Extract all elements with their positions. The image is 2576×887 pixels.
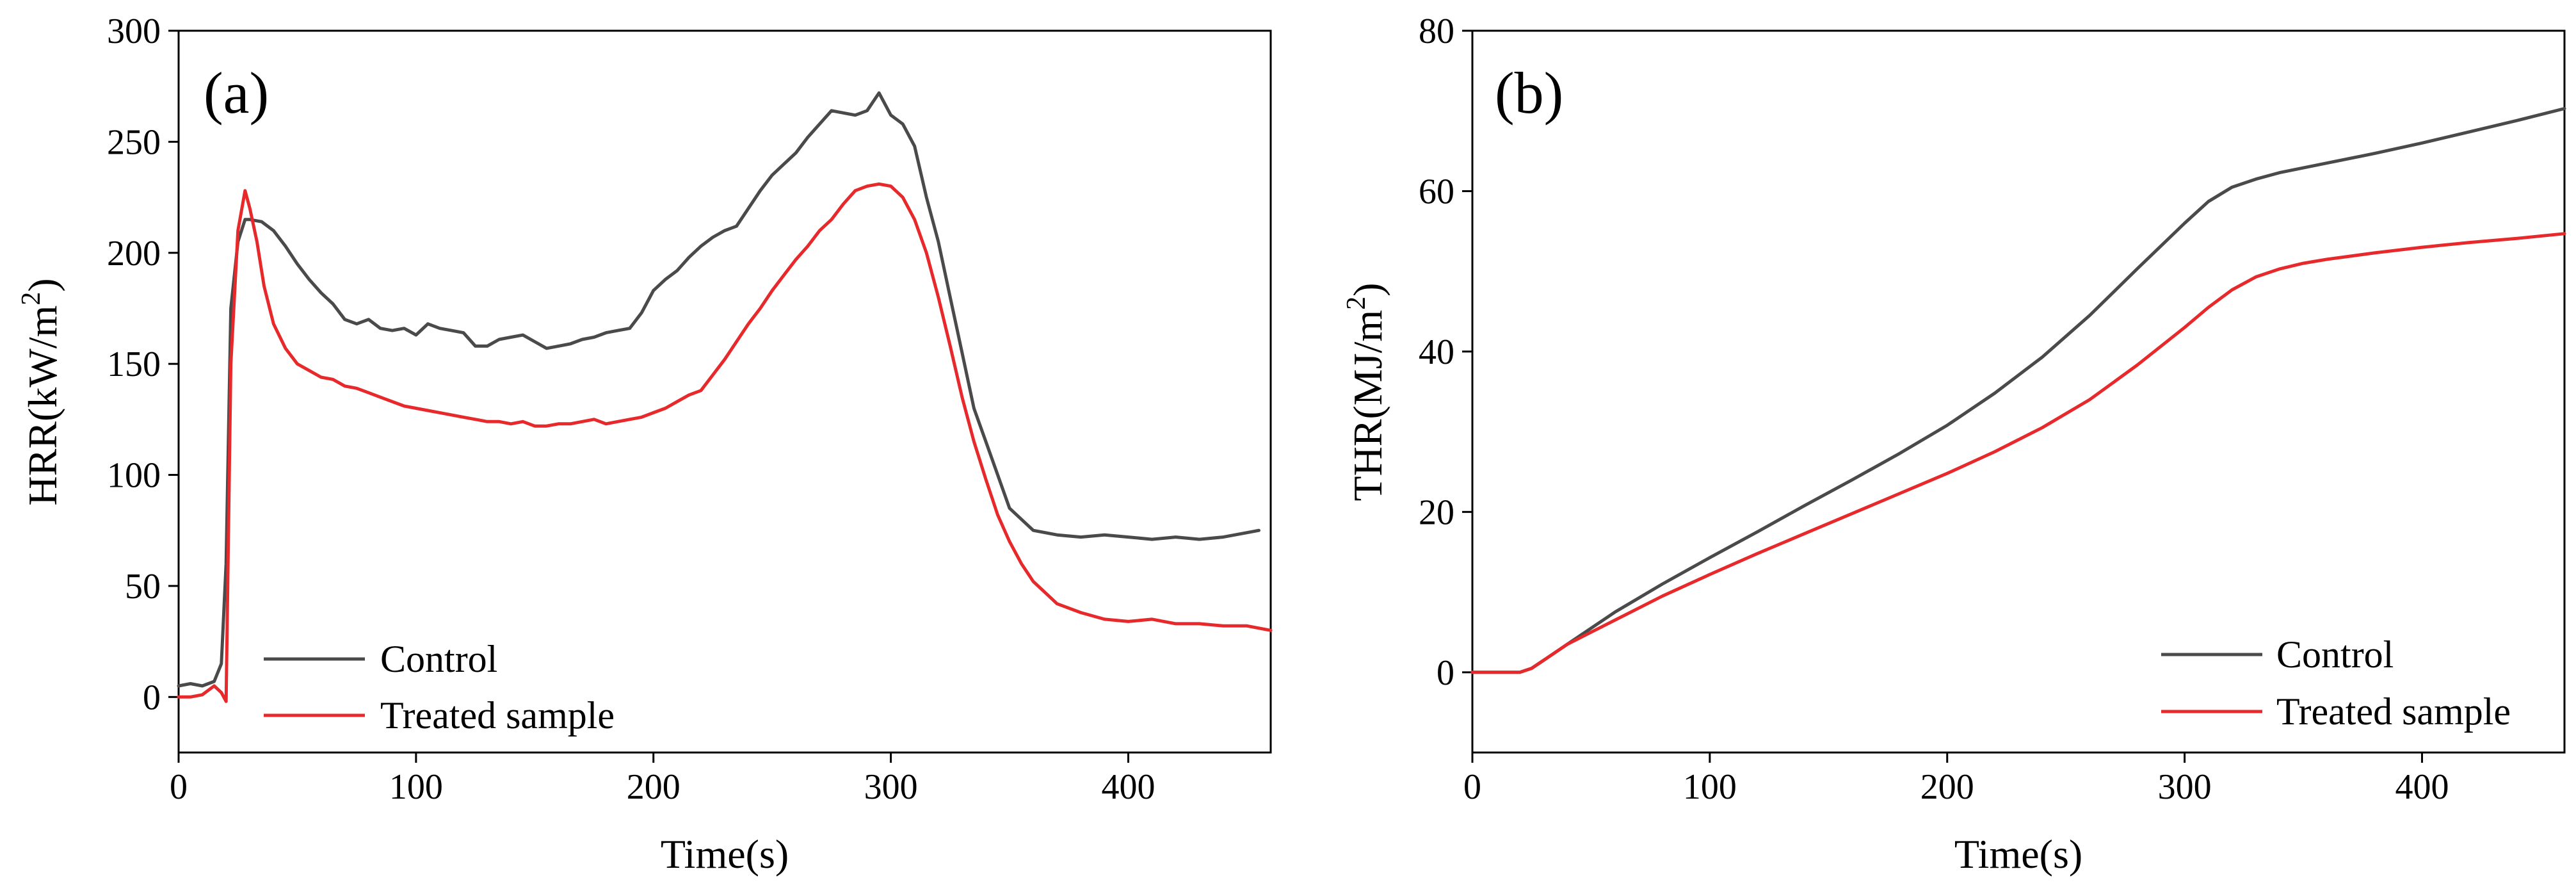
x-tick-label-b-200: 200: [1920, 767, 1974, 807]
plot-area-a: [177, 29, 1272, 754]
y-tick-label-b-40: 40: [1419, 332, 1454, 372]
plot-area-b: [1471, 29, 2566, 754]
y-axis-title-b-sup: 2: [1342, 297, 1371, 310]
legend-a: Control Treated sample: [264, 638, 615, 736]
y-tick-label-b-80: 80: [1419, 12, 1454, 51]
panel-a: 0 100 200 300 400 0 50 100 150 200 250 300 (a) Time…: [17, 12, 1273, 877]
x-tick-label-b-100: 100: [1683, 767, 1737, 807]
y-tick-label-a-0: 0: [143, 678, 161, 717]
panel-label-a: (a): [204, 60, 269, 126]
y-tick-label-a-150: 150: [107, 345, 161, 384]
panel-b: 0 100 200 300 400 0 20 40 60 80 (b) Time(s) THR(M…: [1342, 12, 2566, 877]
ticks-a: 0 100 200 300 400 0 50 100 150 200 250 300: [107, 12, 1155, 807]
x-axis-title-a: Time(s): [661, 831, 789, 877]
legend-label-control-b: Control: [2276, 633, 2394, 676]
y-tick-label-b-0: 0: [1437, 653, 1454, 693]
series-b: [1470, 107, 2566, 674]
legend-label-control-a: Control: [380, 638, 497, 680]
y-tick-label-a-250: 250: [107, 122, 161, 162]
y-tick-label-a-100: 100: [107, 456, 161, 496]
ticks-b: 0 100 200 300 400 0 20 40 60 80: [1419, 12, 2449, 807]
series-line-control-b: [1470, 107, 2566, 674]
y-tick-label-a-200: 200: [107, 234, 161, 273]
y-tick-label-b-20: 20: [1419, 492, 1454, 532]
x-tick-label-a-100: 100: [389, 767, 443, 807]
x-tick-label-b-0: 0: [1463, 767, 1481, 807]
series-line-treated-sample-a: [177, 182, 1273, 703]
y-axis-title-b-main: THR(MJ/m: [1345, 310, 1390, 501]
legend-b: Control Treated sample: [2161, 633, 2511, 733]
x-axis-title-b: Time(s): [1954, 831, 2082, 877]
legend-label-treated-a: Treated sample: [380, 694, 615, 736]
x-tick-label-a-200: 200: [627, 767, 680, 807]
y-axis-title-a-close: ): [20, 278, 65, 291]
x-tick-label-a-400: 400: [1101, 767, 1155, 807]
x-tick-label-b-400: 400: [2395, 767, 2449, 807]
series-line-treated-sample-b: [1470, 232, 2566, 674]
x-tick-label-b-300: 300: [2158, 767, 2212, 807]
y-axis-title-a-main: HRR(kW/m: [20, 305, 65, 506]
y-axis-title-a: HRR(kW/m2): [17, 278, 65, 505]
series-line-control-a: [177, 91, 1260, 688]
y-tick-label-a-300: 300: [107, 12, 161, 51]
panel-label-b: (b): [1495, 60, 1563, 126]
y-axis-title-b: THR(MJ/m2): [1342, 283, 1390, 501]
x-tick-label-a-300: 300: [864, 767, 918, 807]
y-tick-label-a-50: 50: [125, 567, 161, 606]
y-axis-title-b-close: ): [1345, 283, 1390, 297]
series-a: [177, 91, 1273, 703]
legend-label-treated-b: Treated sample: [2276, 690, 2511, 733]
x-tick-label-a-0: 0: [170, 767, 188, 807]
y-axis-title-a-sup: 2: [17, 292, 46, 305]
y-tick-label-b-60: 60: [1419, 172, 1454, 211]
